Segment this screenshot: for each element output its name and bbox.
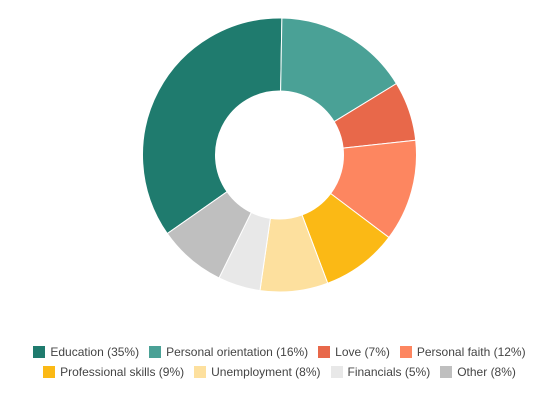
legend-swatch-unemployment [194,366,207,378]
legend-label-personal-faith: Personal faith (12%) [416,345,526,359]
legend-item-education: Education (35%) [33,345,139,359]
legend-swatch-personal-orientation [149,346,162,358]
donut-chart [142,17,417,293]
legend-item-unemployment: Unemployment (8%) [194,365,321,379]
legend-swatch-financials [330,366,343,378]
legend-label-other: Other (8%) [457,365,516,379]
legend-label-unemployment: Unemployment (8%) [211,365,321,379]
legend-swatch-education [33,346,46,358]
legend-swatch-personal-faith [399,346,412,358]
legend-label-financials: Financials (5%) [347,365,431,379]
legend-item-personal-orientation: Personal orientation (16%) [149,345,308,359]
legend-swatch-other [440,366,453,378]
legend-label-love: Love (7%) [335,345,390,359]
legend-swatch-love [318,346,331,358]
legend-row-1: Education (35%) Personal orientation (16… [33,345,526,359]
donut-slice-other [166,191,252,279]
legend-item-personal-faith: Personal faith (12%) [399,345,526,359]
legend-label-education: Education (35%) [50,345,140,359]
legend-item-financials: Financials (5%) [330,365,431,379]
chart-legend: Education (35%) Personal orientation (16… [0,345,559,379]
legend-label-personal-orientation: Personal orientation (16%) [166,345,309,359]
legend-label-professional-skills: Professional skills (9%) [60,365,185,379]
legend-item-other: Other (8%) [440,365,516,379]
legend-swatch-professional-skills [43,366,56,378]
legend-item-professional-skills: Professional skills (9%) [43,365,184,379]
legend-item-love: Love (7%) [318,345,390,359]
donut-slice-education [142,17,283,235]
donut-slice-personal-orientation [280,17,398,123]
legend-row-2: Professional skills (9%) Unemployment (8… [43,365,516,379]
